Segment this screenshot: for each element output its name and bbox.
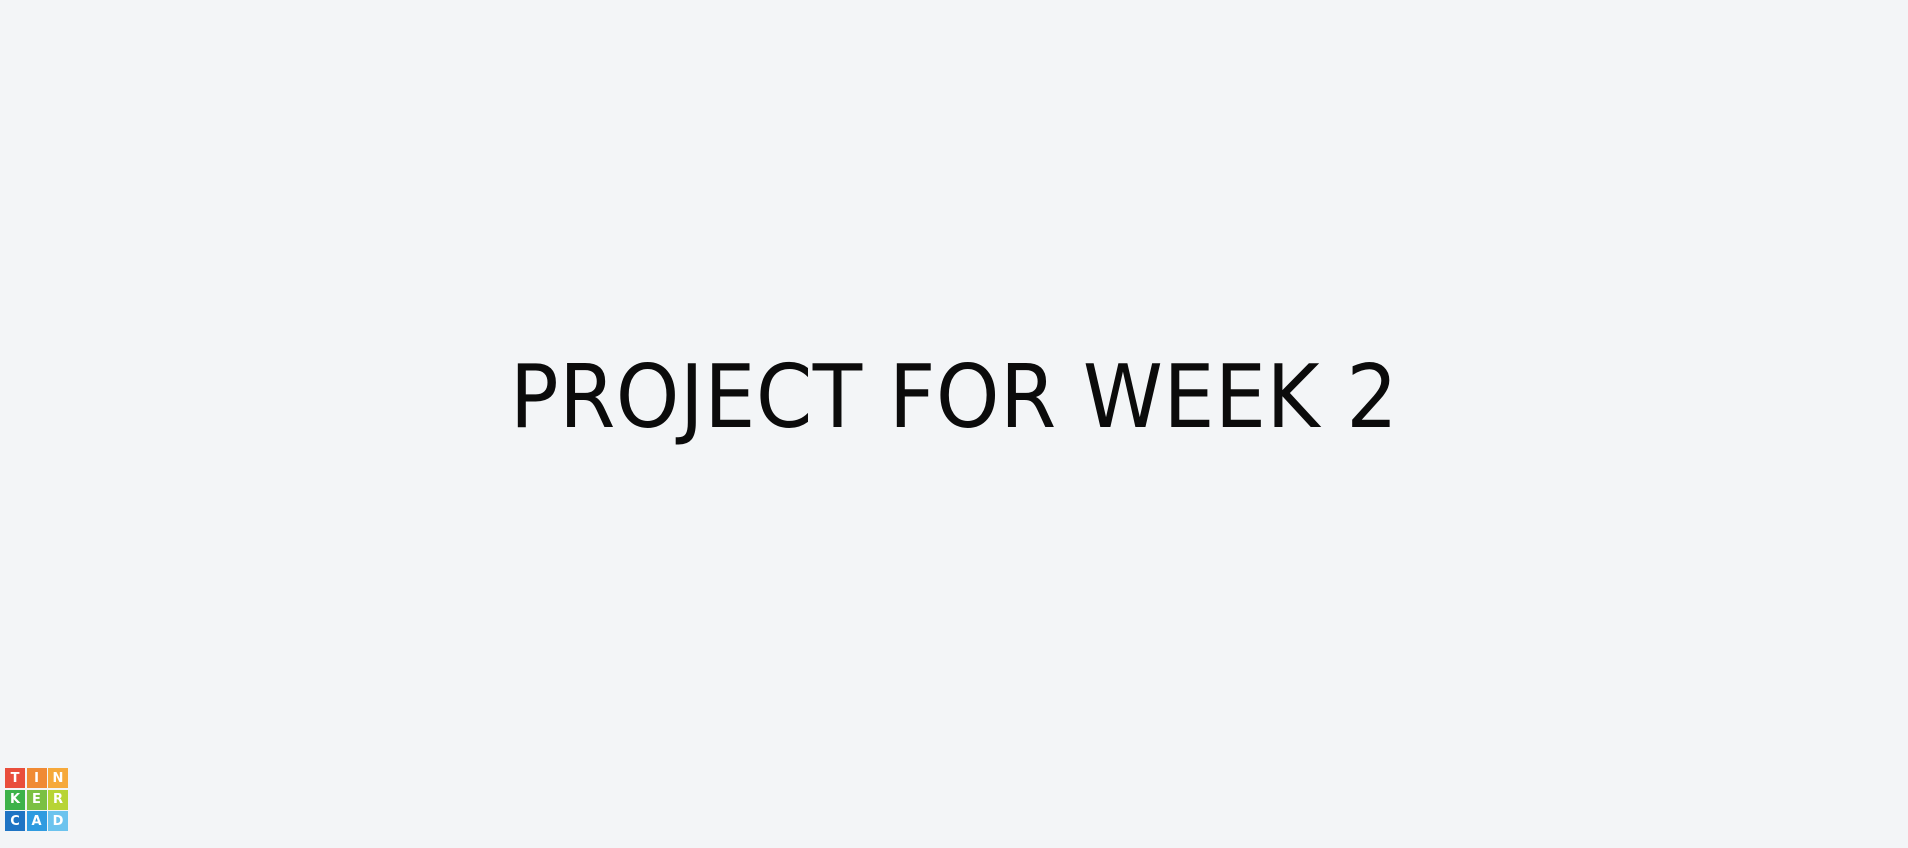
logo-letter-a: A (26, 811, 47, 831)
logo-letter-t: T (5, 768, 25, 788)
tinkercad-logo[interactable]: T I N K E R C A D (5, 768, 68, 831)
logo-letter-i: I (26, 768, 47, 788)
logo-letter-d: D (48, 811, 68, 831)
logo-letter-k: K (5, 789, 25, 810)
logo-letter-c: C (5, 811, 25, 831)
logo-letter-e: E (26, 789, 47, 810)
logo-letter-n: N (48, 768, 68, 788)
slide-title: PROJECT FOR WEEK 2 (509, 346, 1399, 448)
logo-letter-r: R (48, 789, 68, 810)
